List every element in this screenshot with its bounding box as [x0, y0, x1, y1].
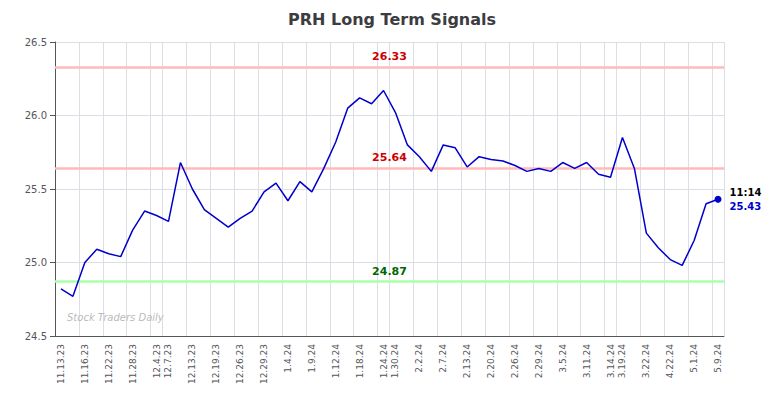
svg-text:11:14: 11:14 — [730, 187, 762, 198]
svg-text:26.0: 26.0 — [25, 110, 47, 121]
svg-text:24.87: 24.87 — [372, 265, 407, 278]
svg-text:26.33: 26.33 — [372, 50, 407, 63]
svg-text:24.5: 24.5 — [25, 331, 47, 342]
svg-text:26.5: 26.5 — [25, 37, 47, 48]
svg-text:Stock Traders Daily: Stock Traders Daily — [67, 312, 165, 323]
svg-text:PRH Long Term Signals: PRH Long Term Signals — [288, 10, 496, 29]
svg-text:1.24.24: 1.24.24 — [379, 344, 389, 379]
svg-text:2.13.24: 2.13.24 — [462, 344, 472, 379]
svg-text:12.19.23: 12.19.23 — [211, 344, 221, 384]
svg-text:1.9.24: 1.9.24 — [307, 344, 317, 373]
svg-text:11.28.23: 11.28.23 — [128, 344, 138, 384]
svg-text:12.26.23: 12.26.23 — [235, 344, 245, 384]
svg-text:11.13.23: 11.13.23 — [56, 344, 66, 384]
svg-text:25.64: 25.64 — [372, 151, 407, 164]
svg-text:1.4.24: 1.4.24 — [283, 344, 293, 373]
svg-text:25.5: 25.5 — [25, 184, 47, 195]
svg-text:2.26.24: 2.26.24 — [510, 344, 520, 379]
svg-text:5.9.24: 5.9.24 — [713, 344, 723, 373]
svg-text:12.4.23: 12.4.23 — [152, 344, 162, 378]
svg-text:2.2.24: 2.2.24 — [414, 344, 424, 373]
svg-text:5.1.24: 5.1.24 — [689, 344, 699, 373]
svg-text:12.13.23: 12.13.23 — [187, 344, 197, 384]
svg-text:12.7.23: 12.7.23 — [163, 344, 173, 378]
svg-text:1.12.24: 1.12.24 — [331, 344, 341, 379]
svg-text:11.22.23: 11.22.23 — [104, 344, 114, 384]
svg-text:11.16.23: 11.16.23 — [80, 344, 90, 384]
svg-text:2.29.24: 2.29.24 — [534, 344, 544, 379]
svg-text:3.11.24: 3.11.24 — [582, 344, 592, 379]
svg-text:1.30.24: 1.30.24 — [390, 344, 400, 379]
svg-text:2.20.24: 2.20.24 — [486, 344, 496, 379]
svg-text:3.5.24: 3.5.24 — [558, 344, 568, 373]
svg-text:3.14.24: 3.14.24 — [606, 344, 616, 379]
svg-text:1.18.24: 1.18.24 — [355, 344, 365, 379]
svg-text:25.0: 25.0 — [25, 257, 47, 268]
svg-text:4.22.24: 4.22.24 — [665, 344, 675, 379]
svg-text:2.7.24: 2.7.24 — [438, 344, 448, 373]
svg-text:12.29.23: 12.29.23 — [259, 344, 269, 384]
svg-text:3.19.24: 3.19.24 — [617, 344, 627, 379]
svg-text:3.22.24: 3.22.24 — [641, 344, 651, 379]
svg-text:25.43: 25.43 — [730, 201, 762, 212]
